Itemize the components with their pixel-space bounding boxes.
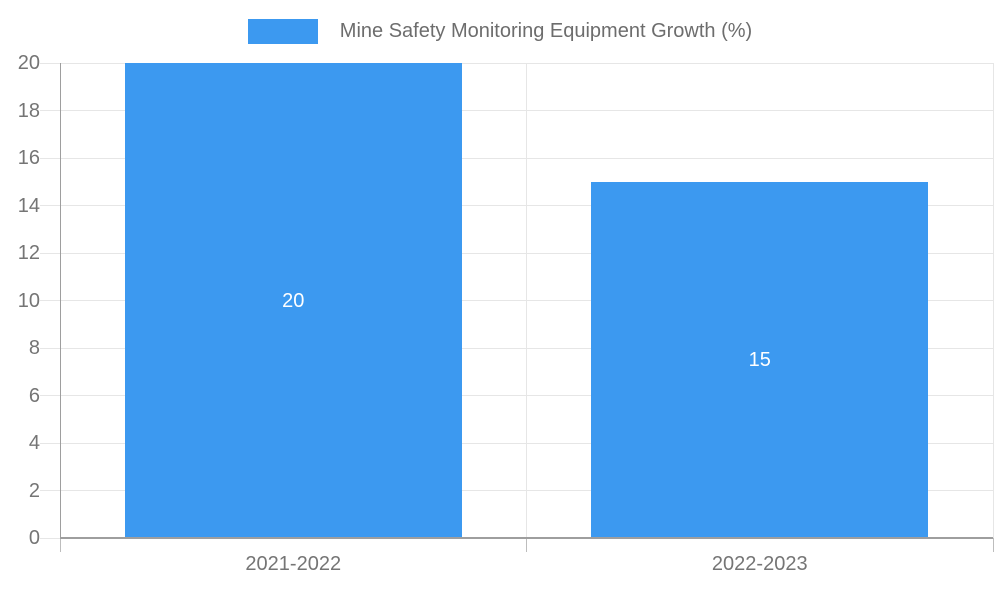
y-axis-tick — [40, 537, 60, 539]
bar-value-label: 15 — [748, 348, 771, 371]
y-axis-tick — [40, 395, 60, 396]
y-axis-line — [59, 63, 61, 538]
legend-label: Mine Safety Monitoring Equipment Growth … — [339, 20, 753, 42]
category-boundary-line — [526, 63, 527, 538]
y-axis-tick — [40, 347, 60, 349]
x-axis-line — [60, 537, 993, 539]
x-axis-label: 2022-2023 — [711, 553, 808, 575]
y-axis-tick-label: 14 — [17, 194, 40, 217]
y-axis-tick — [40, 157, 60, 159]
y-axis-tick — [40, 442, 60, 444]
bar — [124, 63, 462, 538]
y-axis-tick-label: 4 — [28, 432, 40, 454]
x-axis-tick — [992, 538, 994, 552]
y-axis-tick — [40, 110, 60, 111]
y-axis-tick-label: 2 — [28, 479, 40, 502]
y-axis-tick — [40, 252, 60, 254]
y-axis-tick — [40, 205, 60, 206]
y-axis-tick-label: 8 — [28, 337, 40, 359]
y-axis-tick-label: 12 — [17, 242, 40, 264]
y-axis-tick-label: 0 — [28, 527, 40, 549]
y-axis-tick — [40, 300, 60, 301]
y-axis-tick-label: 16 — [17, 147, 40, 169]
x-axis-label: 2021-2022 — [245, 553, 342, 575]
y-axis-tick-label: 18 — [17, 99, 40, 122]
y-axis-tick-label: 20 — [17, 52, 40, 74]
bar-value-label: 20 — [282, 289, 305, 312]
x-axis-tick — [526, 538, 527, 552]
category-boundary-line — [992, 63, 994, 538]
y-axis-tick — [40, 62, 60, 64]
y-axis-tick-label: 6 — [28, 384, 40, 407]
bar — [591, 181, 929, 538]
legend: Mine Safety Monitoring Equipment Growth … — [0, 19, 1000, 44]
y-axis-tick-label: 10 — [17, 289, 40, 312]
x-axis-tick — [59, 538, 61, 552]
legend-swatch — [247, 19, 318, 44]
y-axis-tick — [40, 490, 60, 491]
